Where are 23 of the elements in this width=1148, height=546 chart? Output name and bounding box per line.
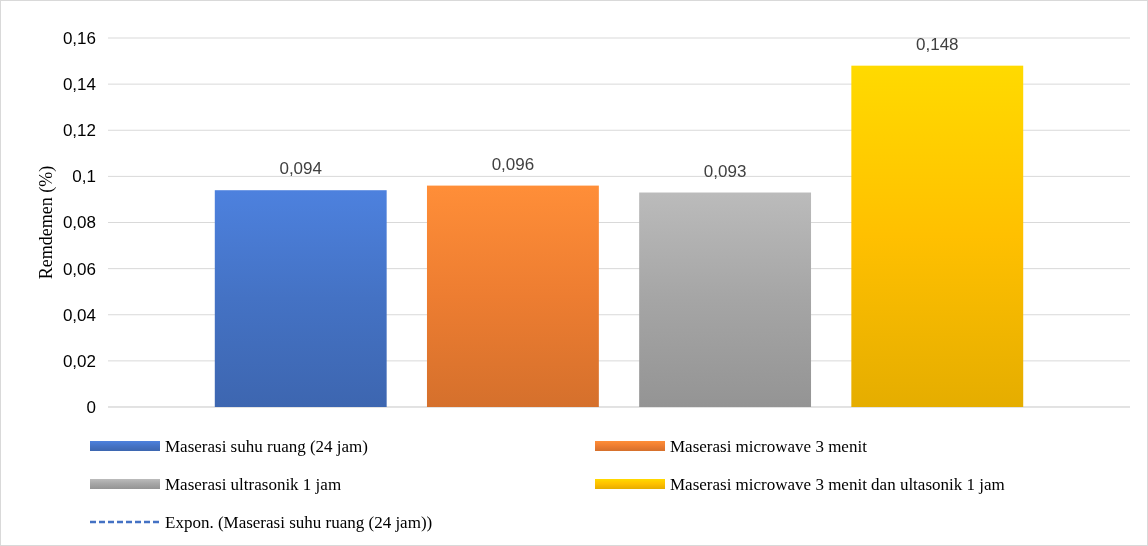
- y-tick-label: 0,04: [62, 305, 96, 325]
- data-label: 0,148: [916, 34, 959, 54]
- y-tick-label: 0,12: [62, 121, 96, 141]
- y-axis-title: Remdemen (%): [36, 165, 57, 280]
- bar: [639, 192, 812, 407]
- bar: [214, 190, 387, 407]
- legend-label: Maserasi microwave 3 menit dan ultasonik 1 jam: [670, 474, 1005, 494]
- y-tick-label: 0,06: [62, 259, 96, 279]
- data-label: 0,093: [703, 161, 747, 181]
- data-label: 0,094: [279, 159, 322, 179]
- y-tick-label: 0,14: [62, 75, 96, 95]
- data-label: 0,096: [491, 154, 535, 174]
- bar: [426, 185, 599, 407]
- bar: [851, 65, 1024, 407]
- legend-label: Maserasi microwave 3 menit: [670, 436, 868, 456]
- y-tick-label: 0,02: [62, 351, 96, 371]
- legend-label: Maserasi ultrasonik 1 jam: [165, 474, 342, 494]
- y-tick-label: 0,1: [72, 167, 96, 187]
- y-tick-label: 0,16: [62, 28, 96, 48]
- y-tick-label: 0: [86, 397, 96, 417]
- legend-label: Maserasi suhu ruang (24 jam): [165, 436, 369, 456]
- legend-label: Expon. (Maserasi suhu ruang (24 jam)): [165, 512, 433, 532]
- y-tick-label: 0,08: [62, 213, 96, 233]
